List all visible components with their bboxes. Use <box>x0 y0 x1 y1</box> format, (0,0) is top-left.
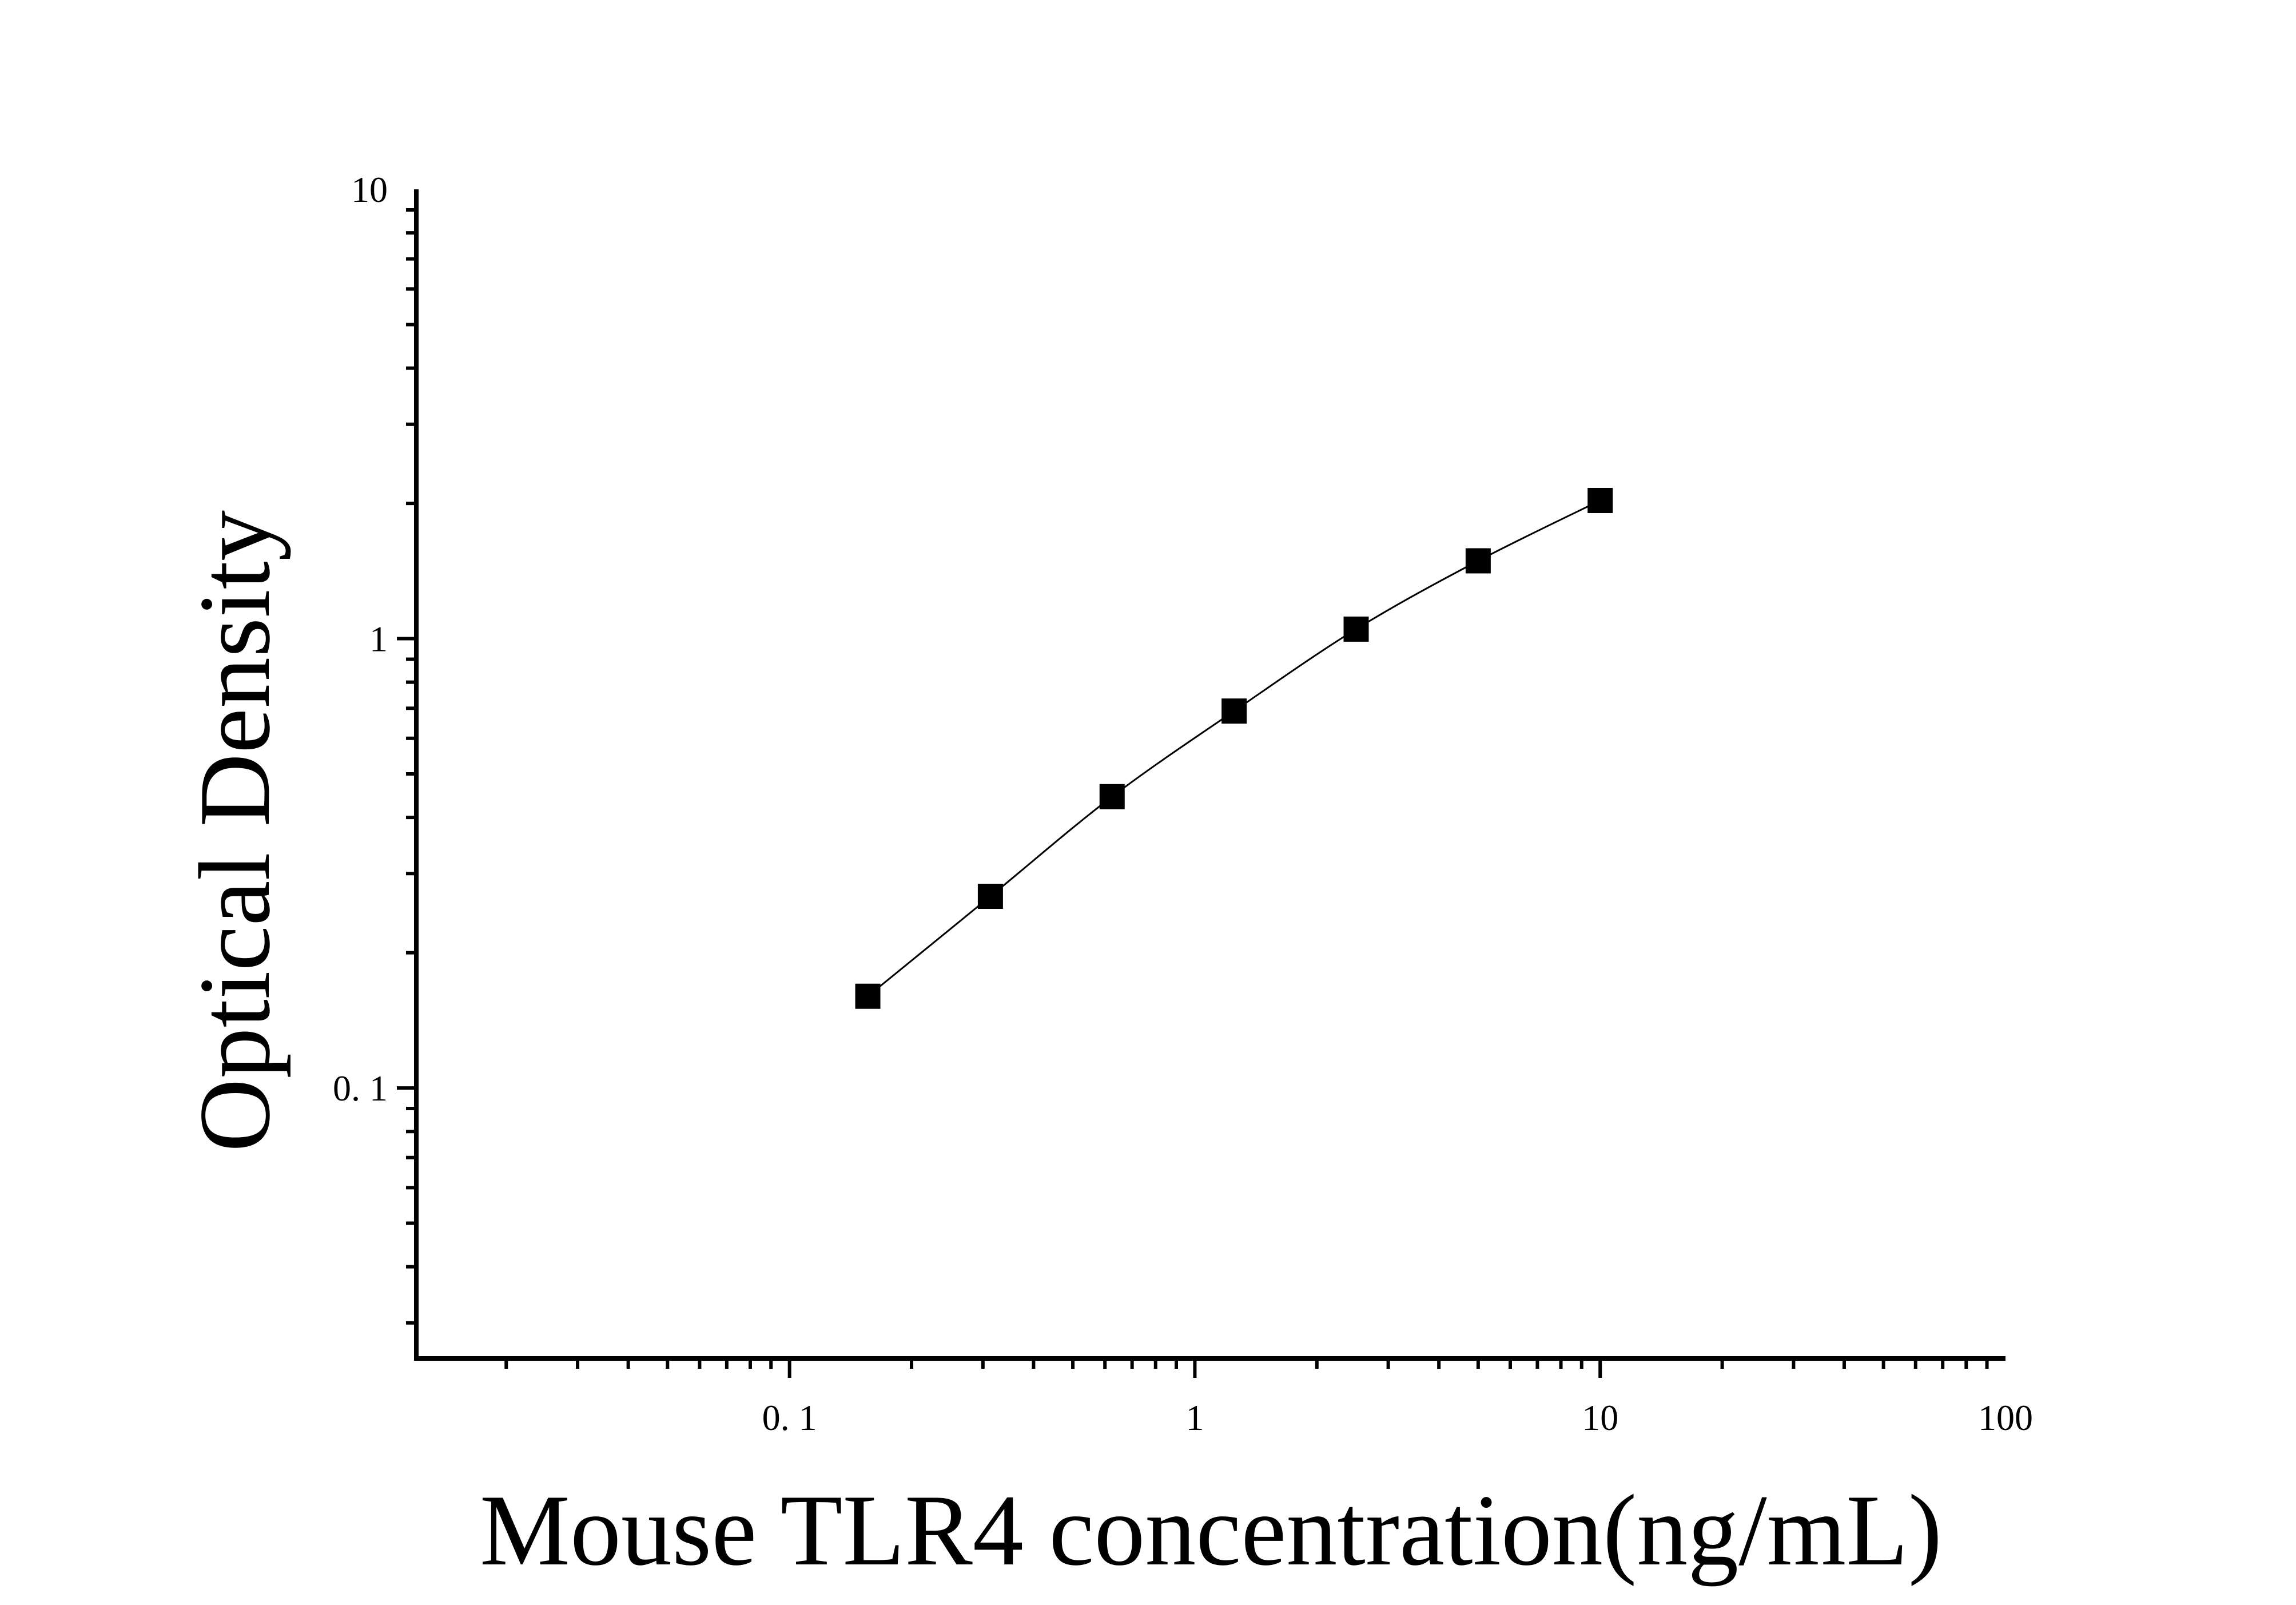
y-tick-label: 1 <box>369 619 388 660</box>
x-ticks: 0. 1 1 10 100 <box>504 1358 2033 1438</box>
x-tick-label: 0. 1 <box>762 1397 817 1438</box>
data-points <box>855 487 1613 1009</box>
y-axis-title: Optical Density <box>178 510 291 1152</box>
x-tick-label: 100 <box>1978 1397 2033 1438</box>
data-point <box>855 983 881 1009</box>
data-point <box>1343 616 1369 642</box>
data-point <box>1221 698 1247 724</box>
fit-curve <box>867 499 1601 997</box>
data-point <box>1587 487 1613 513</box>
axes <box>414 189 2005 1361</box>
x-tick-label: 10 <box>1582 1397 1618 1438</box>
x-tick-label: 1 <box>1185 1397 1204 1438</box>
y-ticks: 0. 1 1 10 <box>333 169 416 1325</box>
y-tick-label: 0. 1 <box>333 1068 388 1109</box>
data-point <box>1465 548 1491 574</box>
data-point <box>977 884 1003 909</box>
data-point <box>1099 784 1125 809</box>
y-tick-label: 10 <box>351 169 388 210</box>
x-axis-title: Mouse TLR4 concentration(ng/mL) <box>480 1473 1942 1587</box>
